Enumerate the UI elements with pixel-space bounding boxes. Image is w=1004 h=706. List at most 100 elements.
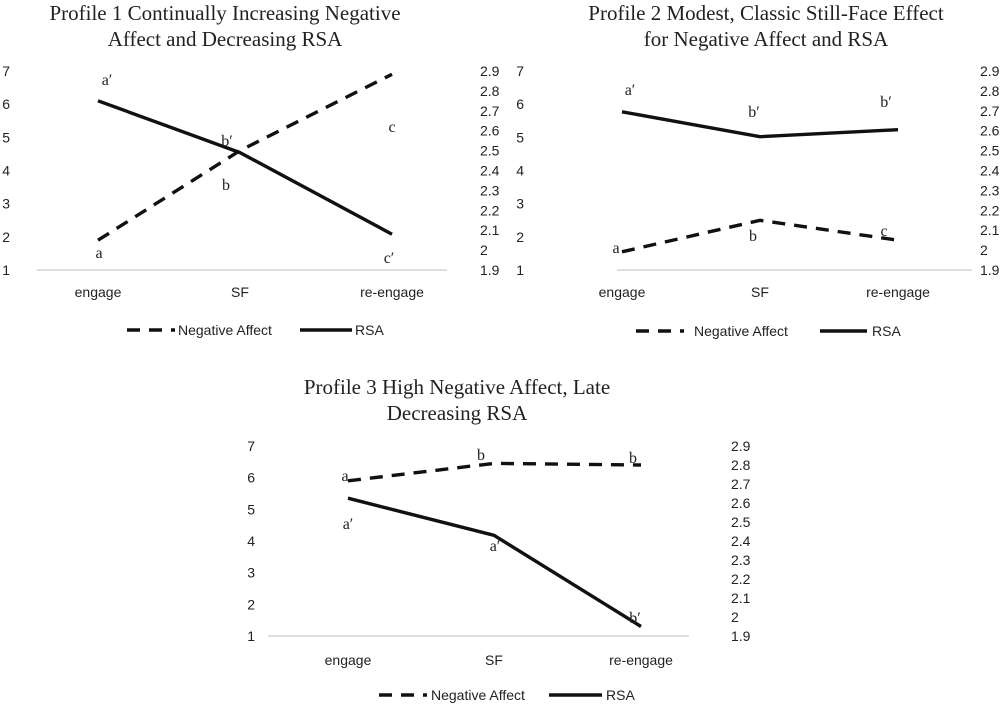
right-axis-tick-label: 2.2: [731, 571, 751, 587]
left-axis-tick-label: 7: [247, 438, 255, 454]
right-axis-tick-label: 2.4: [731, 533, 751, 549]
left-axis-tick-label: 5: [516, 129, 524, 145]
left-axis-tick-label: 1: [516, 262, 524, 278]
negative-affect-annotation: b: [222, 177, 230, 194]
legend-label-negative-affect: Negative Affect: [694, 323, 788, 339]
right-axis-tick-label: 2.8: [731, 457, 751, 473]
x-axis-category-label: SF: [751, 284, 769, 300]
right-axis-tick-label: 2.7: [731, 476, 751, 492]
left-axis-tick-label: 4: [516, 163, 524, 179]
negative-affect-annotation: b: [629, 450, 637, 467]
right-axis-tick-label: 2.3: [480, 182, 500, 198]
right-axis-tick-label: 2.5: [480, 143, 500, 159]
chart-svg: Profile 1 Continually Increasing Negativ…: [2, 1, 500, 338]
profile-2-chart: Profile 2 Modest, Classic Still-Face Eff…: [502, 0, 1004, 352]
rsa-annotation: a′: [343, 516, 354, 533]
right-axis-tick-label: 2: [480, 242, 488, 258]
negative-affect-annotation: b: [749, 228, 757, 245]
x-axis-category-label: re-engage: [609, 652, 673, 668]
rsa-annotation: b′: [748, 104, 760, 121]
right-axis-tick-label: 2.6: [731, 495, 751, 511]
negative-affect-annotation: c: [388, 119, 395, 136]
right-axis-tick-label: 2.5: [980, 143, 1000, 159]
profile-1-chart: Profile 1 Continually Increasing Negativ…: [0, 0, 502, 352]
right-axis-tick-label: 2: [731, 609, 739, 625]
left-axis-tick-label: 4: [247, 533, 255, 549]
left-axis-tick-label: 3: [2, 196, 10, 212]
left-axis-tick-label: 4: [2, 163, 10, 179]
x-axis-category-label: re-engage: [866, 284, 930, 300]
negative-affect-annotation: b: [477, 447, 485, 464]
left-axis-tick-label: 1: [2, 262, 10, 278]
right-axis-tick-label: 2.9: [480, 63, 500, 79]
left-axis-tick-label: 6: [516, 96, 524, 112]
right-axis-tick-label: 2: [980, 242, 988, 258]
negative-affect-annotation: c: [880, 223, 887, 240]
right-axis-tick-label: 2.3: [980, 182, 1000, 198]
x-axis-category-label: re-engage: [360, 284, 424, 300]
legend-label-rsa: RSA: [872, 323, 901, 339]
rsa-line: [621, 110, 899, 139]
x-axis-category-label: engage: [75, 284, 122, 300]
right-axis-tick-label: 2.4: [480, 163, 500, 179]
rsa-annotation: a′: [625, 82, 636, 99]
negative-affect-line: [621, 218, 899, 254]
right-axis-tick-label: 2.8: [980, 83, 1000, 99]
right-axis-tick-label: 2.6: [980, 123, 1000, 139]
right-axis-tick-label: 2.1: [731, 590, 751, 606]
left-axis-tick-label: 2: [247, 596, 255, 612]
right-axis-tick-label: 2.1: [480, 222, 500, 238]
left-axis-tick-label: 3: [247, 565, 255, 581]
left-axis-tick-label: 5: [2, 129, 10, 145]
rsa-annotation: b′: [221, 133, 233, 150]
legend-label-negative-affect: Negative Affect: [178, 322, 272, 338]
x-axis-category-label: engage: [325, 652, 372, 668]
negative-affect-annotation: a: [612, 240, 619, 257]
rsa-annotation: c′: [384, 250, 395, 267]
right-axis-tick-label: 2.7: [480, 103, 500, 119]
right-axis-tick-label: 2.3: [731, 552, 751, 568]
right-axis-tick-label: 2.9: [731, 438, 751, 454]
chart-title: Profile 1 Continually Increasing Negativ…: [49, 1, 400, 51]
chart-title: Profile 2 Modest, Classic Still-Face Eff…: [588, 1, 944, 51]
right-axis-tick-label: 2.2: [980, 202, 1000, 218]
right-axis-tick-label: 2.8: [480, 83, 500, 99]
legend-label-rsa: RSA: [355, 322, 384, 338]
right-axis-tick-label: 1.9: [980, 262, 1000, 278]
right-axis-tick-label: 2.9: [980, 63, 1000, 79]
legend-label-negative-affect: Negative Affect: [431, 687, 525, 703]
right-axis-tick-label: 2.7: [980, 103, 1000, 119]
x-axis-category-label: engage: [599, 284, 646, 300]
rsa-annotation: b′: [629, 610, 641, 627]
left-axis-tick-label: 6: [2, 96, 10, 112]
left-axis-tick-label: 2: [516, 229, 524, 245]
chart-svg: Profile 2 Modest, Classic Still-Face Eff…: [516, 1, 1000, 339]
chart-title: Profile 3 High Negative Affect, Late Decr…: [304, 375, 610, 425]
left-axis-tick-label: 5: [247, 501, 255, 517]
left-axis-tick-label: 1: [247, 628, 255, 644]
right-axis-tick-label: 2.4: [980, 163, 1000, 179]
rsa-annotation: a′: [490, 538, 501, 555]
left-axis-tick-label: 3: [516, 196, 524, 212]
left-axis-tick-label: 6: [247, 470, 255, 486]
right-axis-tick-label: 1.9: [731, 628, 751, 644]
right-axis-tick-label: 1.9: [480, 262, 500, 278]
left-axis-tick-label: 7: [2, 63, 10, 79]
negative-affect-line: [347, 461, 642, 483]
x-axis-category-label: SF: [231, 284, 249, 300]
right-axis-tick-label: 2.6: [480, 123, 500, 139]
profile-3-chart: Profile 3 High Negative Affect, Late Decr…: [227, 366, 777, 706]
rsa-annotation: a′: [102, 72, 113, 89]
legend-label-rsa: RSA: [606, 687, 635, 703]
left-axis-tick-label: 2: [2, 229, 10, 245]
negative-affect-annotation: a: [341, 468, 348, 485]
rsa-line: [97, 99, 393, 236]
right-axis-tick-label: 2.5: [731, 514, 751, 530]
right-axis-tick-label: 2.1: [980, 222, 1000, 238]
rsa-line: [347, 496, 642, 628]
negative-affect-annotation: a: [95, 245, 102, 262]
x-axis-category-label: SF: [485, 652, 503, 668]
left-axis-tick-label: 7: [516, 63, 524, 79]
rsa-annotation: b′: [880, 94, 892, 111]
negative-affect-line: [97, 72, 393, 242]
